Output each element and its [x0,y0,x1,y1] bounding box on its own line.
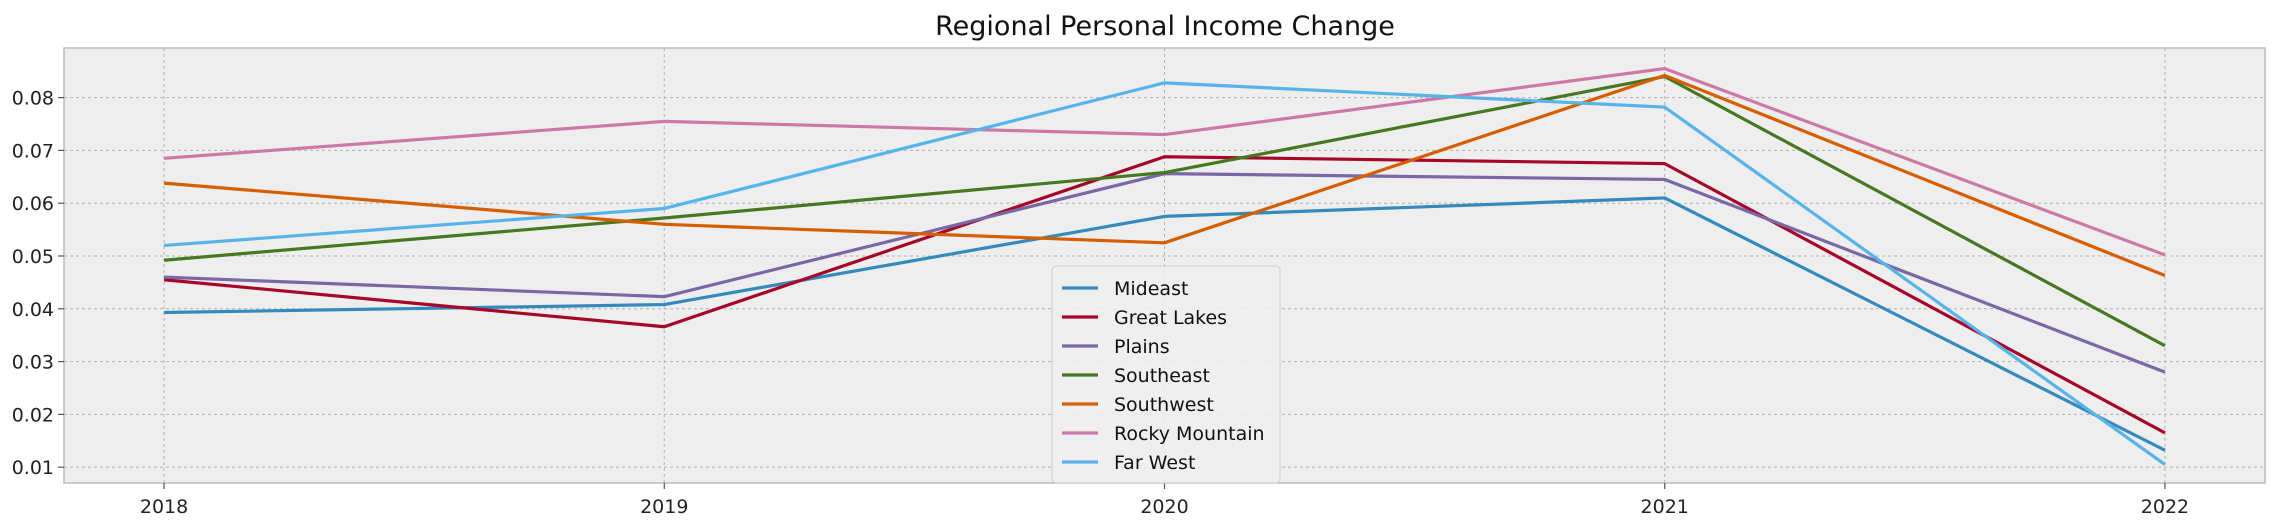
x-tick-label: 2021 [1641,496,1689,518]
series-line-great-lakes [163,155,2166,435]
legend-label-far-west: Far West [1114,452,1195,474]
legend-label-mideast: Mideast [1114,278,1188,300]
legend-label-rocky-mountain: Rocky Mountain [1114,423,1265,445]
legend-label-southeast: Southeast [1114,365,1210,387]
x-tick-label: 2020 [1140,496,1188,518]
series-lines [163,66,2166,466]
legend-label-southwest: Southwest [1114,394,1214,416]
axis-ticks: 2018 2019 2020 2021 2022 0.01 0.02 0.03 0.04 0.05… [12,88,2189,518]
y-tick-label: 0.06 [12,193,54,215]
series-line-mideast [164,196,2166,452]
x-tick-label: 2022 [2141,496,2189,518]
y-tick-label: 0.01 [12,457,54,479]
legend: Mideast Great Lakes Plains Southeast Southwe… [1051,265,1281,484]
y-tick-label: 0.05 [12,246,54,268]
series-line-rocky-mountain [163,66,2166,257]
chart-title: Regional Personal Income Change [935,11,1395,42]
x-tick-label: 2018 [140,496,188,518]
y-tick-label: 0.07 [12,140,54,162]
y-tick-label: 0.08 [12,88,54,110]
series-line-southeast [163,74,2166,348]
y-tick-label: 0.04 [12,299,54,321]
legend-label-great-lakes: Great Lakes [1114,307,1227,329]
x-tick-label: 2019 [640,496,688,518]
series-line-far-west [163,81,2166,466]
legend-box [1051,265,1281,484]
legend-label-plains: Plains [1114,336,1170,358]
y-tick-label: 0.02 [12,404,54,426]
y-tick-label: 0.03 [12,352,54,374]
series-line-southwest [163,73,2166,278]
